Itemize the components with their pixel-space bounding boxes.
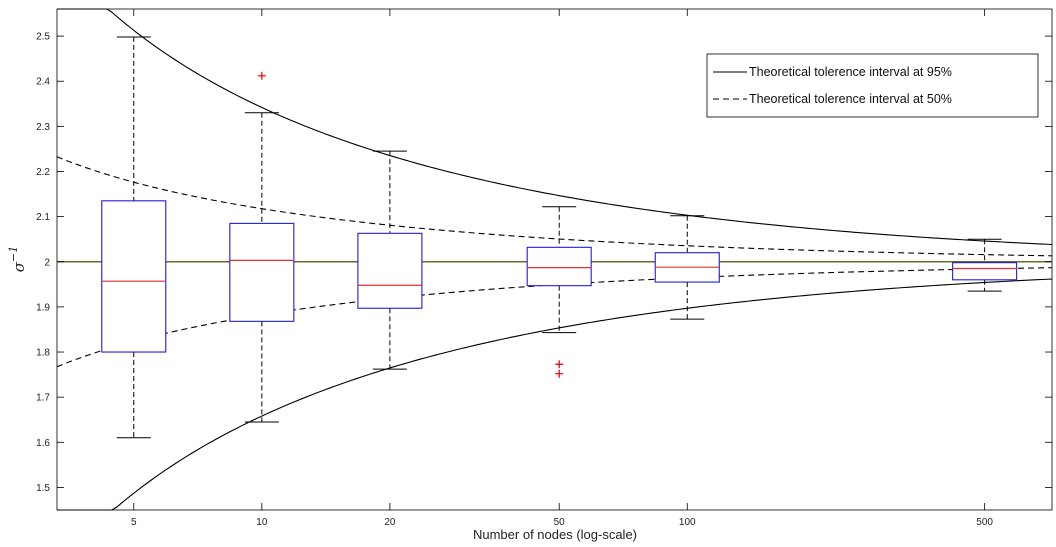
y-tick-label: 2.4 [36, 77, 50, 88]
boxplot-10 [229, 71, 295, 423]
x-axis-label: Number of nodes (log-scale) [473, 527, 637, 542]
y-tick-label: 2 [44, 257, 50, 268]
box [357, 232, 423, 309]
curve-50-lower [56, 267, 1053, 368]
curve-95-lower [57, 278, 1053, 511]
outlier [555, 360, 564, 369]
boxplot-50 [526, 206, 592, 378]
y-tick-label: 1.7 [36, 393, 50, 404]
y-tick-label: 1.9 [36, 302, 50, 313]
legend-label-95: Theoretical tolerence interval at 95% [749, 65, 952, 79]
x-tick-label: 50 [554, 517, 566, 528]
box [229, 222, 295, 322]
box [952, 262, 1018, 281]
legend-label-50: Theoretical tolerence interval at 50% [749, 92, 952, 106]
outlier [555, 369, 564, 378]
x-tick-label: 5 [131, 517, 137, 528]
interval-curves [56, 8, 1053, 511]
boxplot-100 [654, 215, 720, 320]
axes: 1.5 1.6 1.7 1.8 1.9 2 2.1 2.2 2.3 2.4 2.5 5 10 20 50 10… [36, 9, 1052, 528]
y-tick-label: 1.6 [36, 438, 50, 449]
x-tick-label: 10 [256, 517, 268, 528]
outlier [257, 71, 266, 80]
y-tick-label: 2.2 [36, 167, 50, 178]
y-tick-label: 2.5 [36, 32, 50, 43]
curve-50-upper [56, 156, 1053, 257]
y-tick-label: 1.8 [36, 348, 50, 359]
boxplot-500 [952, 238, 1018, 292]
y-axis-label: σ−1 [7, 246, 28, 272]
x-tick-label: 100 [679, 517, 696, 528]
boxplot-20 [357, 150, 423, 370]
box [101, 200, 167, 353]
legend: Theoretical tolerence interval at 95% Th… [706, 53, 1039, 118]
y-tick-label: 2.1 [36, 212, 50, 223]
x-tick-label: 20 [384, 517, 396, 528]
svg-text:σ−1: σ−1 [7, 246, 28, 272]
curve-95-upper [57, 8, 1053, 246]
boxplots [101, 36, 1018, 439]
legend-box [706, 53, 1039, 118]
y-axis-label-symbol: σ [10, 261, 28, 272]
boxplot-5 [101, 36, 167, 439]
box [526, 246, 592, 287]
x-tick-label: 500 [976, 517, 993, 528]
y-tick-label: 1.5 [36, 483, 50, 494]
y-tick-label: 2.3 [36, 122, 50, 133]
y-axis-label-exponent: −1 [7, 246, 20, 262]
